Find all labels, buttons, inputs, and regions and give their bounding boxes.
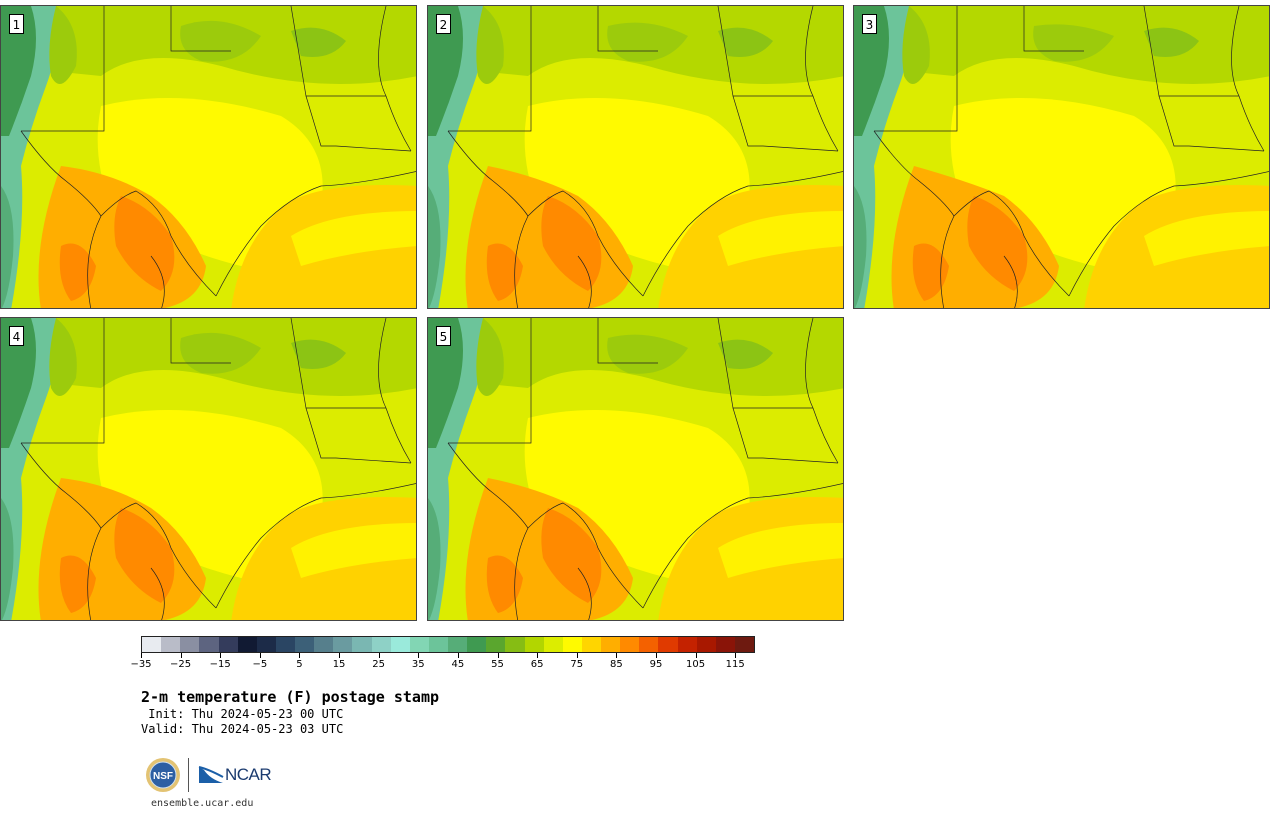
- colorbar-tick-label: 105: [686, 659, 706, 670]
- ensemble-member-map-4: 4: [0, 317, 417, 621]
- temperature-map-5: [428, 318, 843, 620]
- colorbar-tick: [418, 653, 420, 658]
- colorbar-bin: [524, 637, 544, 652]
- member-number-label: 4: [9, 326, 24, 346]
- colorbar-bin: [237, 637, 257, 652]
- nsf-logo-icon: NSF: [146, 758, 180, 792]
- colorbar-tick: [220, 653, 222, 658]
- colorbar-tick-label: −15: [209, 659, 231, 670]
- colorbar-tick: [378, 653, 380, 658]
- colorbar-bin: [696, 637, 716, 652]
- colorbar-bin: [295, 637, 315, 652]
- ensemble-member-map-5: 5: [427, 317, 844, 621]
- colorbar-tick-label: 75: [570, 659, 584, 670]
- ensemble-member-map-2: 2: [427, 5, 844, 309]
- colorbar-tick: [259, 653, 261, 658]
- colorbar-bin: [601, 637, 621, 652]
- colorbar-tick: [457, 653, 459, 658]
- colorbar-bin: [314, 637, 334, 652]
- colorbar-bin: [180, 637, 200, 652]
- colorbar-bin: [333, 637, 353, 652]
- temperature-map-4: [1, 318, 416, 620]
- colorbar-bin: [658, 637, 678, 652]
- colorbar-bin: [142, 637, 162, 652]
- member-number-label: 3: [862, 14, 877, 34]
- colorbar-bin: [505, 637, 525, 652]
- ncar-swoosh-icon: [198, 766, 224, 783]
- colorbar-bin: [620, 637, 640, 652]
- colorbar-bin: [218, 637, 238, 652]
- colorbar-bin: [486, 637, 506, 652]
- colorbar-bin: [677, 637, 697, 652]
- colorbar-bin: [256, 637, 276, 652]
- colorbar-bin: [448, 637, 468, 652]
- colorbar-tick-label: −25: [170, 659, 192, 670]
- temperature-colorbar: [141, 636, 755, 653]
- colorbar-tick-label: 95: [649, 659, 663, 670]
- colorbar-tick-label: 115: [725, 659, 745, 670]
- colorbar-tick: [339, 653, 341, 658]
- colorbar-bin: [352, 637, 372, 652]
- site-url: ensemble.ucar.edu: [151, 798, 254, 809]
- logos: NSF NCAR: [145, 757, 272, 793]
- colorbar-tick-label: 35: [411, 659, 425, 670]
- temperature-map-1: [1, 6, 416, 308]
- colorbar-bin: [715, 637, 735, 652]
- colorbar-bin: [275, 637, 295, 652]
- ensemble-member-map-3: 3: [853, 5, 1270, 309]
- colorbar-bin: [409, 637, 429, 652]
- colorbar-tick: [616, 653, 618, 658]
- colorbar-bin: [390, 637, 410, 652]
- colorbar-bin: [562, 637, 582, 652]
- colorbar-tick-label: 85: [609, 659, 623, 670]
- init-time: Init: Thu 2024-05-23 00 UTC: [141, 707, 344, 721]
- colorbar-tick-label: 65: [530, 659, 544, 670]
- colorbar-tick: [735, 653, 737, 658]
- colorbar-tick: [180, 653, 182, 658]
- colorbar-tick: [695, 653, 697, 658]
- colorbar-bin: [371, 637, 391, 652]
- colorbar-bin: [543, 637, 563, 652]
- colorbar-tick-label: 25: [372, 659, 386, 670]
- temperature-map-2: [428, 6, 843, 308]
- colorbar-bin: [199, 637, 219, 652]
- colorbar-tick: [537, 653, 539, 658]
- figure-title: 2-m temperature (F) postage stamp: [141, 688, 440, 706]
- colorbar-bin: [734, 637, 754, 652]
- member-number-label: 1: [9, 14, 24, 34]
- colorbar-bin: [161, 637, 181, 652]
- colorbar-tick-label: 55: [491, 659, 504, 670]
- nsf-logo-text: NSF: [153, 771, 173, 782]
- colorbar-ticks: −35 −25 −15 −5 5 15 25 35 45 55 65 75 85 95 105 115: [130, 653, 755, 673]
- member-number-label: 5: [436, 326, 451, 346]
- colorbar-tick: [655, 653, 657, 658]
- logo-divider: [188, 758, 189, 792]
- colorbar-bin: [639, 637, 659, 652]
- colorbar-tick: [299, 653, 301, 658]
- valid-time: Valid: Thu 2024-05-23 03 UTC: [141, 722, 344, 736]
- colorbar-tick-label: −5: [252, 659, 268, 670]
- colorbar-tick-label: −35: [130, 659, 152, 670]
- colorbar-tick-label: 5: [296, 659, 303, 670]
- colorbar-tick: [576, 653, 578, 658]
- ensemble-member-map-1: 1: [0, 5, 417, 309]
- temperature-map-3: [854, 6, 1269, 308]
- member-number-label: 2: [436, 14, 451, 34]
- colorbar-bin: [581, 637, 601, 652]
- colorbar-tick: [141, 653, 142, 658]
- ncar-logo-text: NCAR: [225, 765, 272, 784]
- colorbar-tick: [497, 653, 499, 658]
- colorbar-bin: [428, 637, 448, 652]
- ncar-logo: NCAR: [198, 765, 272, 785]
- colorbar-tick-label: 45: [451, 659, 465, 670]
- colorbar-bin: [467, 637, 487, 652]
- colorbar-tick-label: 15: [332, 659, 346, 670]
